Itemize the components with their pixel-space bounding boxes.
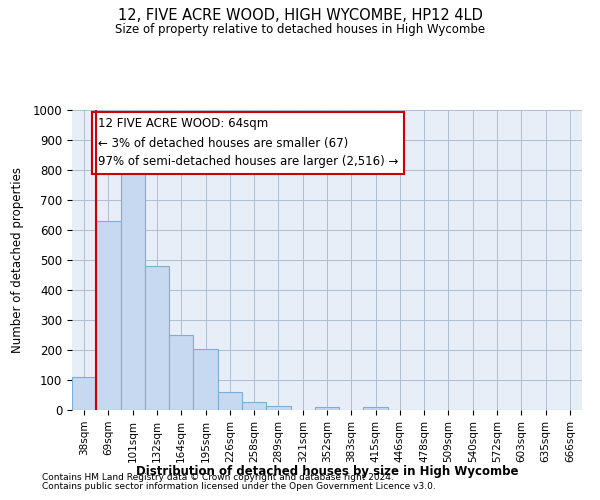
Bar (364, 407, 388, 410)
Bar (145, 266, 169, 410)
Y-axis label: Number of detached properties: Number of detached properties (11, 167, 25, 353)
Text: Contains HM Land Registry data © Crown copyright and database right 2024.: Contains HM Land Registry data © Crown c… (42, 474, 394, 482)
Bar (315, 407, 339, 410)
Text: Contains public sector information licensed under the Open Government Licence v3: Contains public sector information licen… (42, 482, 436, 491)
Text: 12 FIVE ACRE WOOD: 64sqm
← 3% of detached houses are smaller (67)
97% of semi-de: 12 FIVE ACRE WOOD: 64sqm ← 3% of detache… (97, 118, 398, 168)
Text: Distribution of detached houses by size in High Wycombe: Distribution of detached houses by size … (136, 465, 518, 478)
Bar (121, 170, 145, 410)
Bar (72, 377, 96, 410)
Bar (218, 392, 242, 410)
Text: 12, FIVE ACRE WOOD, HIGH WYCOMBE, HP12 4LD: 12, FIVE ACRE WOOD, HIGH WYCOMBE, HP12 4… (118, 8, 482, 22)
Bar (169, 335, 193, 410)
Text: Size of property relative to detached houses in High Wycombe: Size of property relative to detached ho… (115, 22, 485, 36)
Bar (242, 402, 266, 410)
Bar (96, 221, 121, 410)
Bar (266, 406, 290, 410)
Bar (193, 348, 218, 410)
